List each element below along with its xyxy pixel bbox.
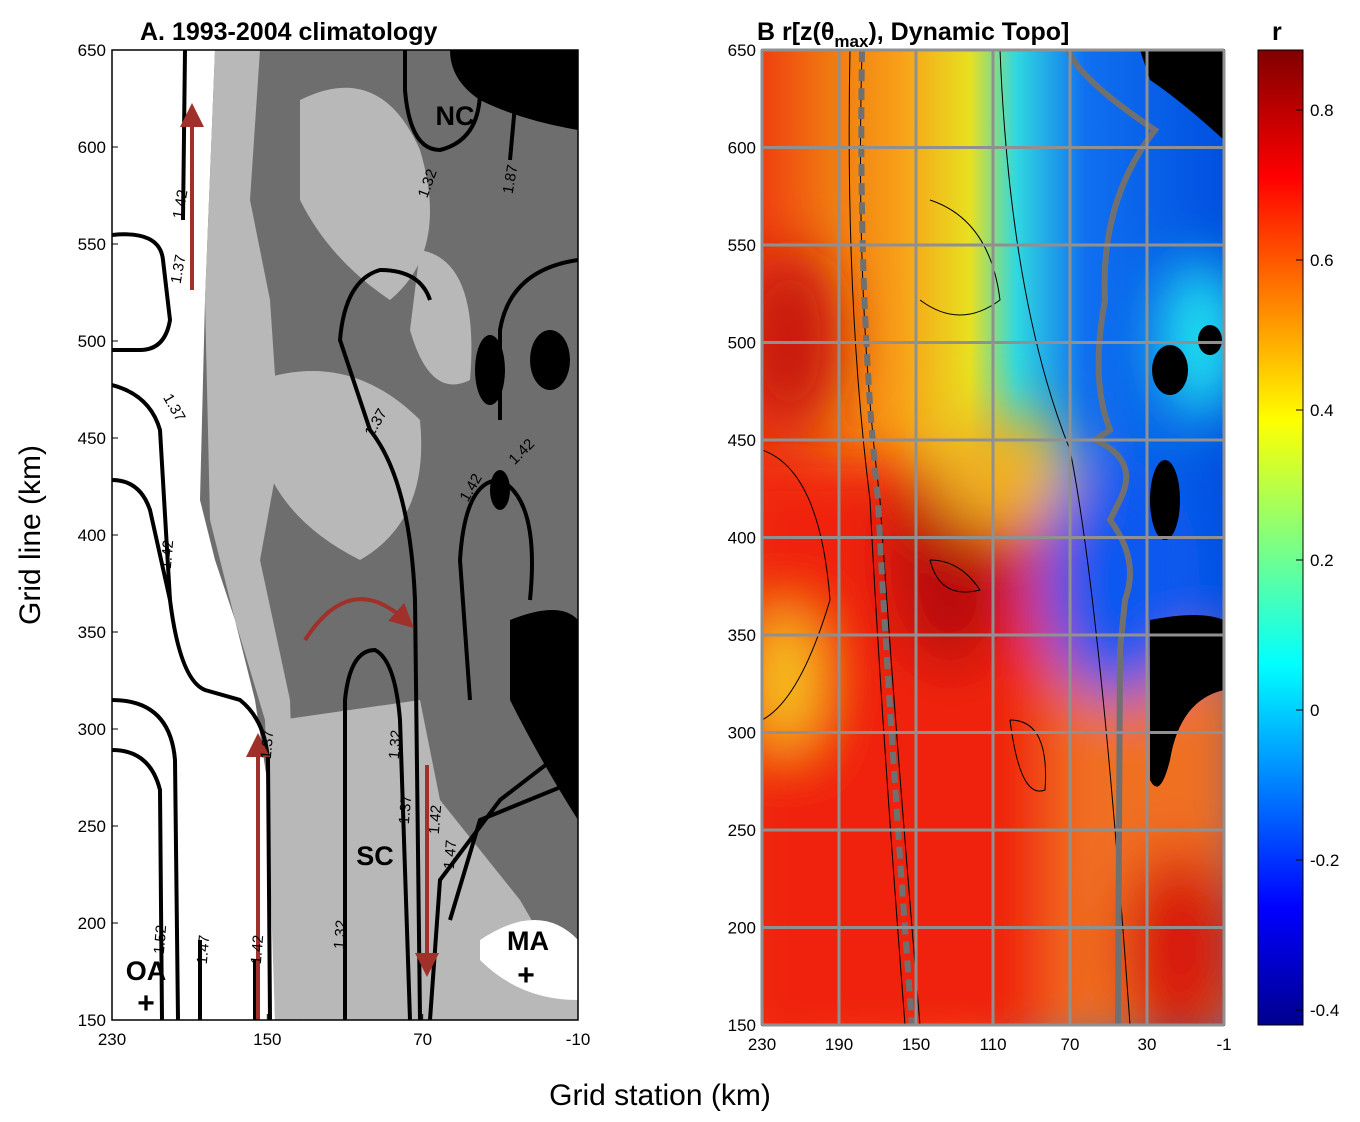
colorbar-tick-label: -0.4	[1310, 1001, 1339, 1020]
x-tick-label: 30	[1138, 1035, 1157, 1054]
colorbar-tick-label: 0	[1310, 701, 1319, 720]
map-a: ++	[112, 50, 578, 1020]
y-tick-label: 600	[728, 139, 756, 158]
colorbar-label: r	[1272, 18, 1282, 46]
y-tick-label: 550	[78, 235, 106, 254]
colorbar-tick-label: 0.2	[1310, 551, 1334, 570]
y-tick-label: 200	[78, 914, 106, 933]
contour-label: 1.42	[426, 804, 445, 835]
y-tick-label: 300	[78, 720, 106, 739]
contour-label: 1.52	[151, 924, 170, 955]
svg-text:+: +	[137, 987, 155, 1020]
x-tick-label: 70	[413, 1030, 432, 1049]
colorbar-tick-label: 0.6	[1310, 251, 1334, 270]
contour-label: 1.37	[258, 729, 277, 760]
y-tick-label: 150	[78, 1011, 106, 1030]
colorbar-tick-label: 0.8	[1310, 101, 1334, 120]
y-tick-label: 300	[728, 724, 756, 743]
region-label: MA	[507, 926, 549, 956]
x-tick-label: 150	[902, 1035, 930, 1054]
colorbar-tick-label: -0.2	[1310, 851, 1339, 870]
y-tick-label: 200	[728, 919, 756, 938]
contour-label: 1.47	[194, 934, 213, 965]
y-tick-label: 400	[78, 526, 106, 545]
y-tick-label: 400	[728, 529, 756, 548]
y-tick-label: 350	[78, 623, 106, 642]
x-tick-label: -10	[566, 1030, 591, 1049]
region-label: SC	[356, 841, 394, 871]
y-tick-label: 150	[728, 1016, 756, 1035]
contour-label: 1.37	[168, 253, 190, 285]
y-tick-label: 650	[78, 41, 106, 60]
region-label: OA	[126, 956, 167, 986]
contour-label: 1.37	[396, 794, 415, 825]
x-axis-label: Grid station (km)	[549, 1079, 771, 1112]
y-tick-label: 450	[728, 431, 756, 450]
y-tick-label: 650	[728, 41, 756, 60]
svg-text:+: +	[517, 959, 535, 992]
x-tick-label: 230	[748, 1035, 776, 1054]
colorbar-tick-label: 0.4	[1310, 401, 1334, 420]
contour-label: 1.42	[158, 539, 177, 570]
region-label: NC	[436, 101, 475, 131]
y-axis-label: Grid line (km)	[14, 445, 47, 625]
y-tick-label: 600	[78, 138, 106, 157]
map-b	[762, 50, 1224, 1025]
x-tick-label: 70	[1061, 1035, 1080, 1054]
contour-label: 1.32	[386, 729, 405, 760]
x-tick-label: 110	[979, 1035, 1006, 1054]
contour-label: 1.42	[248, 934, 267, 965]
contour-label: 1.87	[500, 163, 522, 195]
y-tick-label: 250	[728, 821, 756, 840]
x-tick-label: 150	[253, 1030, 281, 1049]
y-tick-label: 250	[78, 817, 106, 836]
y-tick-label: 500	[78, 332, 106, 351]
y-tick-label: 550	[728, 236, 756, 255]
y-tick-label: 350	[728, 626, 756, 645]
contour-label: 1.42	[170, 188, 192, 220]
title-a: A. 1993-2004 climatology	[140, 18, 437, 46]
contour-label: 1.32	[331, 919, 350, 950]
x-tick-label: 230	[98, 1030, 126, 1049]
x-tick-label: 190	[825, 1035, 853, 1054]
x-tick-label: -1	[1216, 1035, 1231, 1054]
y-tick-label: 450	[78, 429, 106, 448]
title-b: B r[z(θmax), Dynamic Topo]	[757, 18, 1069, 51]
contour-label: 1.47	[441, 839, 460, 870]
colorbar	[1257, 49, 1304, 1026]
y-tick-label: 500	[728, 334, 756, 353]
